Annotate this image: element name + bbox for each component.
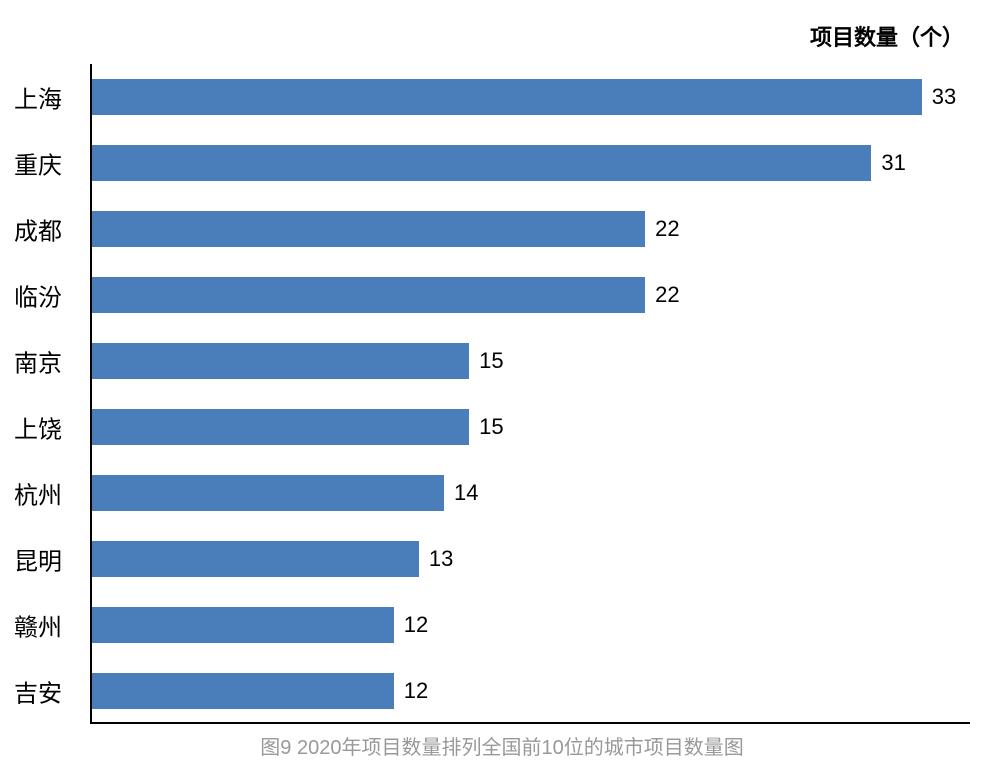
bar-row: 临汾22 xyxy=(92,262,970,328)
axis-title: 项目数量（个） xyxy=(20,20,984,52)
bar xyxy=(92,607,394,643)
bar-category-label: 杭州 xyxy=(14,476,84,511)
bar-row: 昆明13 xyxy=(92,526,970,592)
bar xyxy=(92,541,419,577)
bar-value-label: 22 xyxy=(655,216,679,242)
chart-caption: 图9 2020年项目数量排列全国前10位的城市项目数量图 xyxy=(0,731,1004,760)
bar-category-label: 南京 xyxy=(14,344,84,379)
bar-row: 南京15 xyxy=(92,328,970,394)
bar-row: 杭州14 xyxy=(92,460,970,526)
bar-category-label: 成都 xyxy=(14,212,84,247)
bar-row: 上饶15 xyxy=(92,394,970,460)
bar-value-label: 15 xyxy=(479,414,503,440)
bar xyxy=(92,79,922,115)
bar-category-label: 上饶 xyxy=(14,410,84,445)
bar-category-label: 吉安 xyxy=(14,674,84,709)
bar-row: 重庆31 xyxy=(92,130,970,196)
bar-category-label: 临汾 xyxy=(14,278,84,313)
bar-row: 上海33 xyxy=(92,64,970,130)
bar-category-label: 昆明 xyxy=(14,542,84,577)
bar-value-label: 33 xyxy=(932,84,956,110)
chart-container: 项目数量（个） 上海33重庆31成都22临汾22南京15上饶15杭州14昆明13… xyxy=(20,20,984,724)
bar-value-label: 22 xyxy=(655,282,679,308)
bar-value-label: 12 xyxy=(404,612,428,638)
bar xyxy=(92,145,871,181)
bar xyxy=(92,277,645,313)
bar-row: 赣州12 xyxy=(92,592,970,658)
bar xyxy=(92,211,645,247)
bar-category-label: 重庆 xyxy=(14,146,84,181)
bar-row: 成都22 xyxy=(92,196,970,262)
bar-row: 吉安12 xyxy=(92,658,970,724)
bar-category-label: 上海 xyxy=(14,80,84,115)
bar-value-label: 31 xyxy=(881,150,905,176)
bar xyxy=(92,673,394,709)
bar-value-label: 12 xyxy=(404,678,428,704)
bar-value-label: 15 xyxy=(479,348,503,374)
bar-category-label: 赣州 xyxy=(14,608,84,643)
bar xyxy=(92,343,469,379)
bar xyxy=(92,409,469,445)
bar-value-label: 13 xyxy=(429,546,453,572)
bar-value-label: 14 xyxy=(454,480,478,506)
plot-area: 上海33重庆31成都22临汾22南京15上饶15杭州14昆明13赣州12吉安12 xyxy=(90,64,970,724)
bar xyxy=(92,475,444,511)
